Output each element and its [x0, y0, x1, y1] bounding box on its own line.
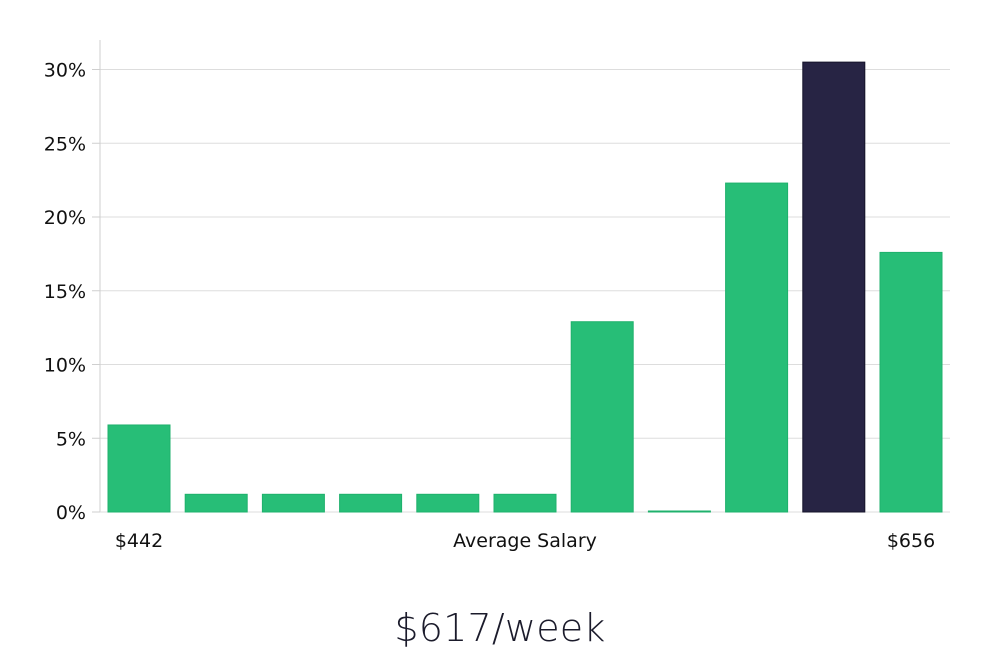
chart-svg: 0% 5% 10% 15% 20% 25% 30% $442 Average Salary $65… — [44, 40, 950, 552]
salary-distribution-chart: 0% 5% 10% 15% 20% 25% 30% $442 Average Salary $65… — [44, 40, 950, 552]
bar — [261, 493, 325, 513]
y-tick-label: 25% — [44, 133, 86, 155]
bar-highlighted — [802, 61, 866, 513]
y-tick-label: 20% — [44, 207, 86, 229]
bar — [184, 493, 248, 513]
bar — [879, 251, 943, 513]
bar — [339, 493, 403, 513]
x-axis-title: Average Salary — [453, 530, 597, 552]
bar — [725, 182, 789, 513]
x-label-min: $442 — [115, 530, 163, 552]
y-tick-label: 15% — [44, 281, 86, 303]
bar — [416, 493, 480, 513]
y-tick-label: 5% — [56, 428, 86, 450]
y-tick-label: 10% — [44, 355, 86, 377]
bar — [647, 510, 711, 513]
average-salary-headline: $617/week — [394, 606, 606, 650]
y-tick-label: 30% — [44, 60, 86, 82]
y-tick-label: 0% — [56, 502, 86, 524]
x-label-max: $656 — [887, 530, 935, 552]
bar — [493, 493, 557, 513]
bar — [107, 424, 171, 513]
bar — [570, 321, 634, 513]
